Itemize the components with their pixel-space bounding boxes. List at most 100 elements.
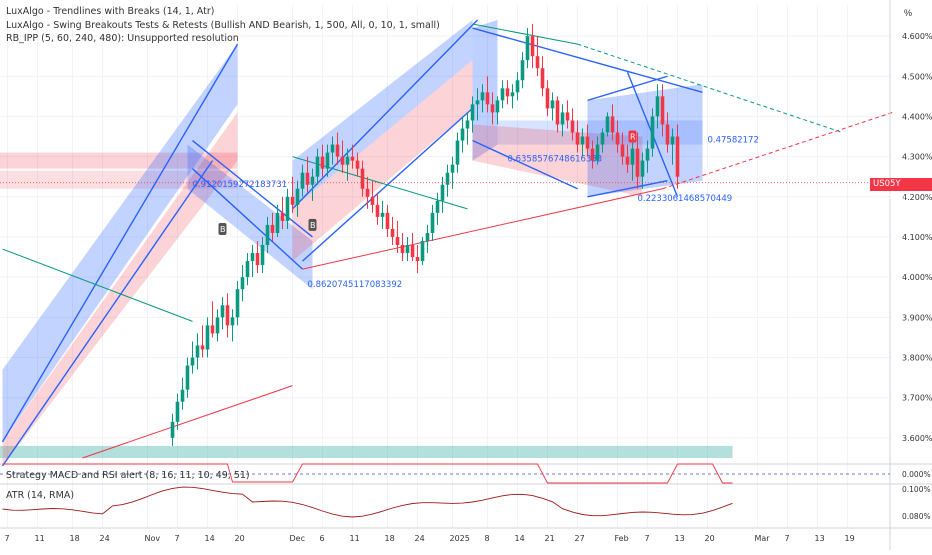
x-tick-label: 2025 <box>450 534 470 543</box>
x-tick-label: 13 <box>815 534 825 543</box>
candle-body <box>280 212 285 221</box>
candle-body <box>290 196 295 205</box>
candle-body <box>475 100 480 105</box>
candle-body <box>465 120 470 129</box>
trendline-green <box>2 248 193 322</box>
candle-body <box>225 305 230 326</box>
candle-body <box>305 172 310 185</box>
y-tick-label: 4.600% <box>902 32 932 41</box>
candle-body <box>205 325 210 350</box>
candle-body <box>540 68 545 89</box>
candle-body <box>270 224 275 233</box>
candle-body <box>675 136 680 177</box>
candle-body <box>480 92 485 101</box>
candle-body <box>445 172 450 185</box>
y-tick-label: 4.000% <box>902 273 932 282</box>
candle-body <box>545 88 550 109</box>
x-tick-label: 7 <box>5 534 10 543</box>
candle-body <box>340 156 345 165</box>
x-tick-label: Feb <box>615 534 629 543</box>
breakout-marker <box>308 218 317 231</box>
candle-body <box>590 148 595 161</box>
trendline-green <box>472 23 578 45</box>
candle-body <box>300 172 305 189</box>
candle-body <box>330 144 335 153</box>
channel-boundary-line <box>472 139 578 190</box>
channel-down-fill <box>187 144 313 290</box>
candle-body <box>655 96 660 117</box>
ratio-annotation: 0.8620745117083392 <box>308 280 403 290</box>
candle-body <box>335 144 340 157</box>
ratio-annotation: 0.9120159272183731 <box>193 180 288 190</box>
candle-body <box>455 140 460 165</box>
channel-up-fill <box>472 20 498 161</box>
candle-body <box>255 253 260 266</box>
x-tick-label: 7 <box>175 534 180 543</box>
channel-boundary-line <box>587 180 668 198</box>
x-tick-label: 13 <box>675 534 685 543</box>
candle-body <box>320 156 325 169</box>
candle-body <box>645 148 650 161</box>
y-tick-label: 3.800% <box>902 354 932 363</box>
candle-body <box>370 196 375 205</box>
atr-tick-label: 0.100% <box>902 485 931 494</box>
breakout-marker-letter: R <box>630 133 636 142</box>
atr-line <box>2 486 733 518</box>
candle-body <box>315 156 320 177</box>
candle-body <box>375 204 380 217</box>
candle-body <box>660 96 665 125</box>
x-tick-label: 11 <box>350 534 360 543</box>
candle-body <box>665 124 670 145</box>
y-tick-label: 4.300% <box>902 153 932 162</box>
candle-body <box>395 236 400 246</box>
candle-body <box>515 80 520 93</box>
candle-body <box>520 60 525 81</box>
breakout-marker <box>628 130 637 143</box>
breakout-marker-letter: B <box>220 225 226 234</box>
candle-body <box>170 421 175 438</box>
candle-body <box>275 212 280 233</box>
x-tick-label: 14 <box>205 534 215 543</box>
atr-panel-label[interactable]: ATR (14, RMA) <box>6 490 75 501</box>
last-price-badge: US05Y 4.235% <box>870 178 932 202</box>
candle-body <box>560 112 565 125</box>
ratio-annotation: 0.47582172 <box>708 136 759 146</box>
candle-body <box>350 156 355 161</box>
macd-strategy-line <box>2 463 733 484</box>
trendline-green <box>577 43 843 133</box>
volume-zone <box>0 445 733 458</box>
candle-body <box>420 241 425 262</box>
channel-boundary-line <box>192 168 303 270</box>
candle-body <box>670 136 675 145</box>
candle-body <box>405 245 410 254</box>
y-axis-unit: % <box>903 8 912 18</box>
symbol-label: US05Y <box>873 179 901 189</box>
channel-boundary-line <box>192 139 313 238</box>
candle-body <box>525 36 530 61</box>
candle-body <box>595 144 600 161</box>
candle-body <box>440 184 445 201</box>
atr-tick-label: 0.080% <box>902 512 931 521</box>
ratio-annotation: 0.2233061468570449 <box>638 194 733 204</box>
candle-body <box>430 212 435 233</box>
candle-body <box>400 245 405 254</box>
candle-body <box>195 345 200 358</box>
trendline-red <box>302 188 663 270</box>
candle-body <box>310 176 315 185</box>
channel-down-fill <box>472 124 643 197</box>
channel-boundary-line <box>1 43 239 443</box>
candle-body <box>575 132 580 145</box>
candle-body <box>600 132 605 145</box>
x-tick-label: 8 <box>485 534 490 543</box>
channel-boundary-line <box>472 27 703 94</box>
x-tick-label: 21 <box>545 534 555 543</box>
x-tick-label: 14 <box>515 534 525 543</box>
y-tick-label: 3.600% <box>902 434 932 443</box>
candle-body <box>265 224 270 246</box>
trendline-red <box>82 385 293 459</box>
candle-body <box>415 257 420 262</box>
ratio-annotation: 0.6358576748616333 <box>508 154 603 164</box>
macd-panel-label[interactable]: Strategy MACD and RSI alert (8, 16, 11, … <box>6 470 250 481</box>
x-tick-label: 7 <box>785 534 790 543</box>
